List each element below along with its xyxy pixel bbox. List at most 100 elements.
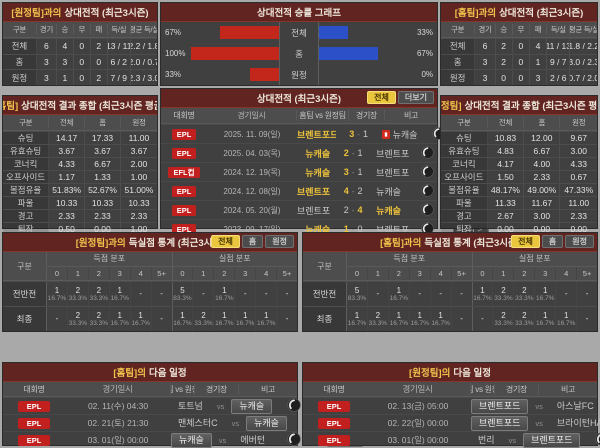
goal-count: 1 xyxy=(480,285,485,295)
cell: 0 xyxy=(74,54,91,70)
home-team-name: 브렌트포드 xyxy=(297,186,331,197)
cell: 코너킥 xyxy=(441,158,488,170)
match-cell: 뉴캐슬 vs 에버턴 xyxy=(171,432,272,448)
match-cell: 뉴캐슬 1-0 브렌트포드 xyxy=(297,223,409,236)
cell: 1 xyxy=(530,54,548,70)
stadium-icon[interactable] xyxy=(421,202,434,218)
filter-button[interactable]: 전체 xyxy=(511,235,540,248)
goal-cell: - xyxy=(235,282,257,306)
score-separator: - xyxy=(351,206,355,215)
goal-count: 5 xyxy=(180,285,185,295)
filter-button[interactable]: 전체 xyxy=(211,235,240,248)
column-header: 원정 xyxy=(572,118,586,127)
goal-count: - xyxy=(202,289,205,299)
filter-button[interactable]: 홈 xyxy=(541,235,564,248)
cell: 1.00 xyxy=(130,172,148,182)
goal-cell: - xyxy=(577,307,597,331)
table-row: 코너킥 4.17 4.00 4.33 xyxy=(441,157,597,170)
match-date: 03. 01(일) 00:00 xyxy=(387,435,449,445)
goal-cell: - xyxy=(410,282,431,306)
goal-cell: 1 16.7% xyxy=(214,282,236,306)
stadium-icon[interactable] xyxy=(595,432,600,448)
goal-count: 1 xyxy=(563,310,569,320)
score-separator: - xyxy=(351,168,355,177)
stadium-icon[interactable] xyxy=(421,183,434,199)
goal-count: - xyxy=(439,289,442,299)
vs-label: vs xyxy=(535,418,543,428)
goal-count: 1 xyxy=(438,310,443,320)
goal-percent: 16.7% xyxy=(431,319,450,327)
vs-label: vs xyxy=(218,435,227,445)
cell: 유효슈팅 xyxy=(3,145,50,157)
group-header-conceded: 실점 분포 xyxy=(518,254,551,264)
filter-button[interactable]: 더보기 xyxy=(397,91,434,104)
table-row: 경고 2.67 3.00 2.33 xyxy=(441,209,597,222)
stadium-icon[interactable] xyxy=(287,432,301,448)
blue-bar xyxy=(319,47,378,60)
goal-count: 1 xyxy=(396,310,402,320)
goal-percent: 16.7% xyxy=(389,319,409,327)
match-date: 02. 11(수) 04:30 xyxy=(87,401,149,411)
blue-bar-track xyxy=(319,47,407,60)
goal-cell: - xyxy=(47,307,68,331)
match-row: EPL 2025. 11. 09(일) 브렌트포드 3-1 뉴캐슬 결과 > xyxy=(161,124,501,143)
cell: 슈팅 xyxy=(441,132,488,144)
cell: 0.50 xyxy=(49,223,86,235)
goal-percent: 33.3% xyxy=(515,294,534,302)
cell: 3.00 xyxy=(570,146,587,156)
home-score: 2 xyxy=(343,205,349,215)
panel-away-next-schedule: [원정팀]의 다음 일정 대회명 경기일시 홈팀 vs 원정팀 경기장 비고 E… xyxy=(302,362,600,448)
chart-row: 33% 원정 0% xyxy=(161,64,437,85)
goal-percent: 83.3% xyxy=(173,294,192,302)
goal-cell: - xyxy=(256,282,278,306)
group-header-scored: 득점 분포 xyxy=(347,252,473,266)
goal-count: - xyxy=(585,314,589,324)
panel-title-text: 상대전적 결과 종합 (최근3시즌 평균) xyxy=(464,101,597,112)
goal-cell: 1 16.7% xyxy=(131,307,152,331)
filter-button[interactable]: 전체 xyxy=(367,91,396,104)
match-date: 2024. 05. 20(월) xyxy=(223,205,281,215)
bin-header: 1 xyxy=(193,266,215,280)
league-badge: EPL xyxy=(17,417,51,429)
goal-cell: 2 33.3% xyxy=(493,307,515,331)
goal-cell: - xyxy=(473,307,494,331)
home-score: 4 xyxy=(343,186,349,196)
away-team-name: 뉴캐슬 xyxy=(246,415,287,431)
match-date: 03. 01(일) 00:00 xyxy=(87,435,149,445)
stadium-icon[interactable] xyxy=(421,145,434,161)
cell: 3 xyxy=(530,70,548,86)
panel-title-tag: [원정팀]과의 xyxy=(75,238,126,249)
goal-cell: - xyxy=(152,307,173,331)
blue-bar-track xyxy=(319,26,407,39)
cell: 11.67 xyxy=(524,197,561,209)
panel-title: [원정팀] 상대전적 결과 종합 (최근3시즌 평균) xyxy=(441,96,597,115)
filter-button[interactable]: 원정 xyxy=(565,235,594,248)
cell: 0 xyxy=(513,70,530,86)
match-cell: 브렌트포드 2-4 뉴캐슬 xyxy=(297,204,409,217)
column-header-note: 비고 xyxy=(260,384,276,394)
goal-percent: 16.7% xyxy=(110,319,129,327)
schedule-row: EPL 03. 01(일) 00:00 번리 vs 브렌트포드 비교 > xyxy=(303,431,600,448)
schedule-list: EPL 02. 13(금) 05:00 브렌트포드 vs 아스날FC 비교 > … xyxy=(303,397,600,448)
stats-table-body: 슈팅 10.83 12.00 9.67 유효슈팅 4.83 6.67 3.00 코너킥 4.1… xyxy=(441,131,597,235)
vs-label: vs xyxy=(508,435,517,445)
column-header-venue: 경기장 xyxy=(495,383,539,395)
goal-count: 2 xyxy=(375,310,381,320)
cell: 10.33 xyxy=(128,198,150,208)
stadium-icon[interactable] xyxy=(287,398,301,414)
panel-title-text: 상대전적 (최근3시즌) xyxy=(499,8,584,19)
filter-button[interactable]: 홈 xyxy=(241,235,264,248)
cell: 3.00 xyxy=(524,210,561,222)
cell: 47.33% xyxy=(564,185,594,195)
filter-button[interactable]: 원정 xyxy=(265,235,294,248)
goal-count: - xyxy=(139,289,142,299)
stadium-icon[interactable] xyxy=(421,164,434,180)
cell: 4.33 xyxy=(570,159,587,169)
goal-cell: 1 16.7% xyxy=(235,307,257,331)
vs-label: vs xyxy=(216,401,225,411)
home-team-name: 브렌트포드 xyxy=(297,205,331,216)
goal-cell: 1 16.7% xyxy=(410,307,431,331)
table-row: 원정 3 0 0 3 2 / 6 0.7 / 2.0 xyxy=(441,69,597,86)
blue-percent-label: 67% xyxy=(416,49,433,58)
